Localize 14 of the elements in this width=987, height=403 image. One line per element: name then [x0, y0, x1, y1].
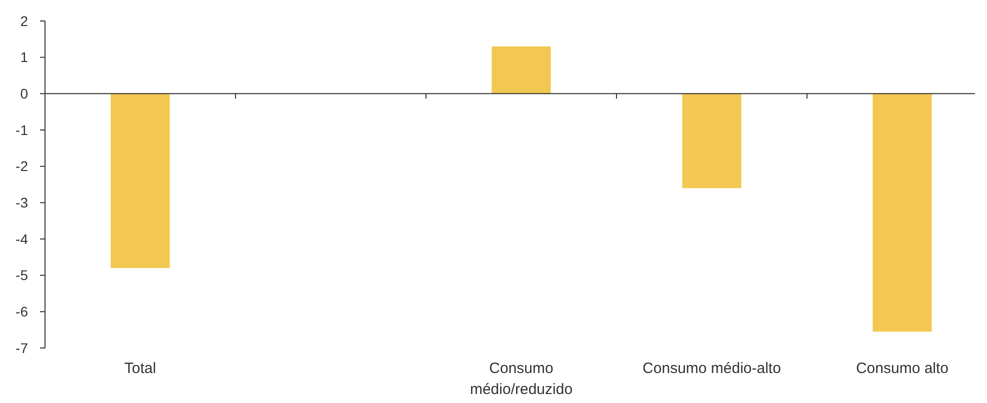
- x-tick-label: Total: [124, 360, 156, 377]
- y-tick-label: -5: [16, 267, 28, 284]
- y-tick-label: -7: [16, 340, 28, 356]
- y-tick-label: -2: [16, 158, 28, 174]
- y-tick-label: -4: [16, 230, 28, 247]
- x-tick-label: Consumo médio/reduzido: [470, 360, 573, 398]
- y-tick-label: 0: [20, 86, 28, 102]
- x-tick-label: Consumo médio-alto: [642, 360, 781, 377]
- y-tick-label: -3: [16, 194, 28, 211]
- y-tick-label: 1: [20, 49, 28, 66]
- y-tick-label: -1: [16, 122, 28, 138]
- y-tick-label: -6: [16, 304, 28, 320]
- x-tick-label: Consumo alto: [856, 360, 949, 377]
- y-tick-label: 2: [20, 12, 28, 29]
